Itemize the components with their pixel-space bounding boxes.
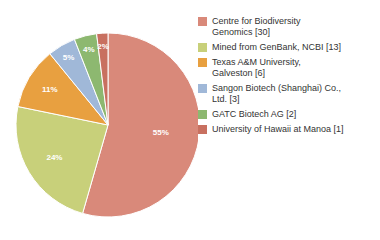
html-text:Centre for Biodiversity Genomi: Centre for Biodiversity Genomics [30] xyxy=(212,16,301,37)
svg-text:55%: 55% xyxy=(153,128,169,137)
html-text:University of Hawaii at Manoa: University of Hawaii at Manoa [1] xyxy=(212,124,344,134)
html-text:Texas A&M University, Galvesto: Texas A&M University, Galveston [6] xyxy=(212,57,301,78)
svg-text:5%: 5% xyxy=(63,53,75,62)
html-text:Sangon Biotech (Shanghai) Co.,: Sangon Biotech (Shanghai) Co., Ltd. [3] xyxy=(212,83,342,104)
html-text:GATC Biotech AG [2]: GATC Biotech AG [2] xyxy=(212,109,297,119)
svg-text:2%: 2% xyxy=(97,42,109,51)
html-text:Mined from GenBank, NCBI [13]: Mined from GenBank, NCBI [13] xyxy=(212,42,342,52)
svg-text:11%: 11% xyxy=(42,85,58,94)
svg-text:24%: 24% xyxy=(46,153,62,162)
svg-text:4%: 4% xyxy=(83,45,95,54)
